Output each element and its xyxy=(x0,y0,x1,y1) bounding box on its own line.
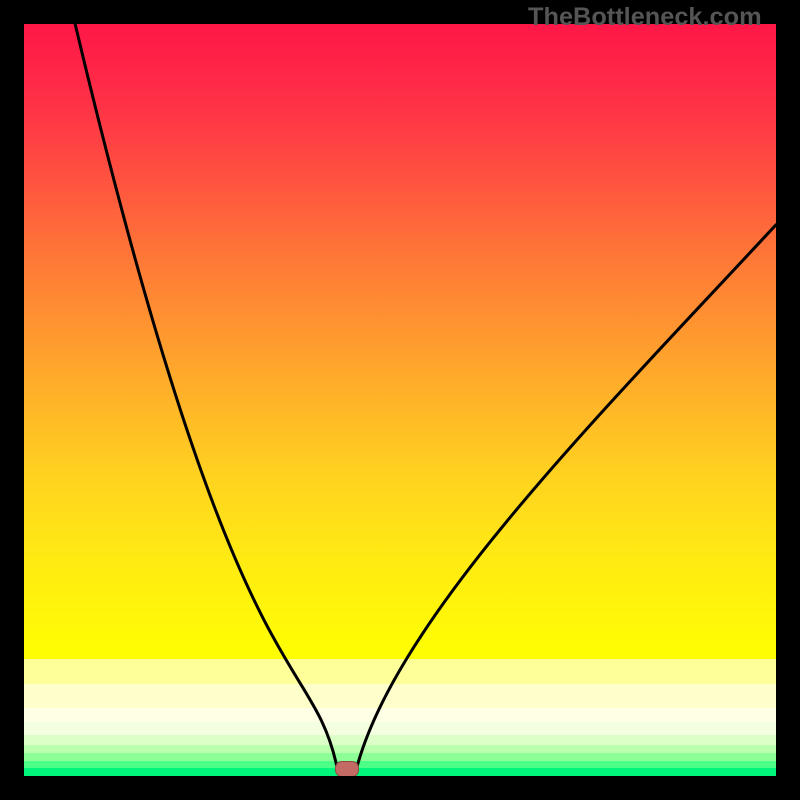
plot-area xyxy=(24,24,776,776)
optimum-marker xyxy=(335,761,359,776)
frame-border-right xyxy=(776,0,800,800)
chart-frame: TheBottleneck.com xyxy=(0,0,800,800)
frame-border-left xyxy=(0,0,24,800)
curve-path xyxy=(75,24,776,768)
bottleneck-curve xyxy=(24,24,776,776)
watermark-text: TheBottleneck.com xyxy=(528,3,762,32)
frame-border-bottom xyxy=(0,776,800,800)
